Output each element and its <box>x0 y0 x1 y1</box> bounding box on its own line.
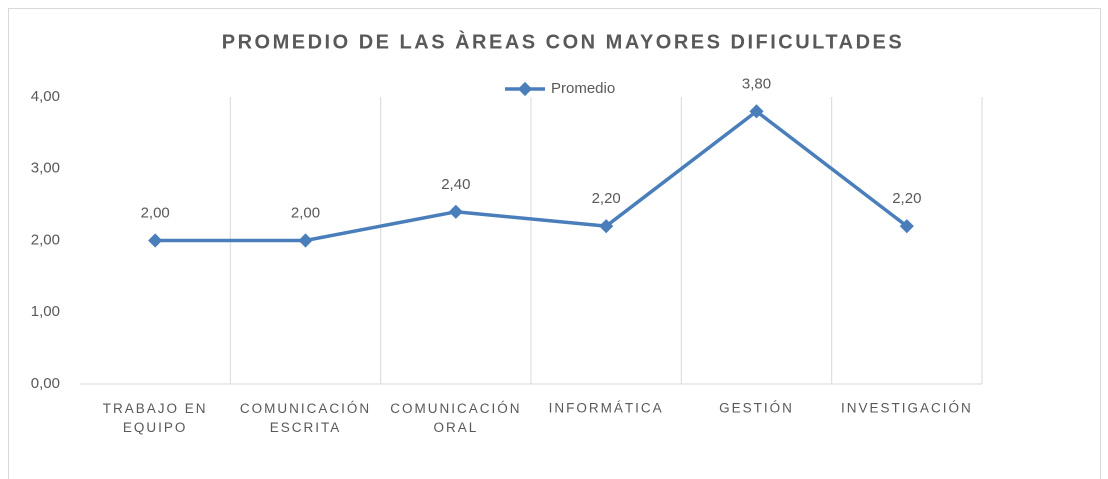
y-tick-label: 2,00 <box>31 231 60 248</box>
data-label: 2,40 <box>441 176 470 193</box>
data-label: 2,00 <box>291 204 320 221</box>
series-line <box>155 109 908 243</box>
legend-label: Promedio <box>551 80 615 97</box>
marker <box>749 104 764 119</box>
y-tick-label: 1,00 <box>31 303 60 320</box>
data-label: 3,80 <box>742 75 771 92</box>
y-tick-label: 3,00 <box>31 160 60 177</box>
marker <box>298 233 313 248</box>
x-tick-label: INVESTIGACIÓN <box>841 401 973 416</box>
chart-border <box>8 8 1101 479</box>
y-tick-label: 4,00 <box>31 88 60 105</box>
data-label: 2,20 <box>592 190 621 207</box>
chart-title: PROMEDIO DE LAS ÀREAS CON MAYORES DIFICU… <box>222 30 904 53</box>
x-tick-label: COMUNICACIÓN ORAL <box>390 401 521 435</box>
x-tick-label: COMUNICACIÓN ESCRITA <box>240 401 371 435</box>
x-tick-label: INFORMÁTICA <box>549 401 664 416</box>
x-tick-label: TRABAJO EN EQUIPO <box>103 401 208 435</box>
data-label: 2,20 <box>892 190 921 207</box>
marker <box>448 204 463 219</box>
data-label: 2,00 <box>141 204 170 221</box>
marker <box>899 219 914 234</box>
marker <box>148 233 163 248</box>
x-tick-label: GESTIÓN <box>719 401 794 416</box>
y-tick-label: 0,00 <box>31 375 60 392</box>
legend-marker <box>517 81 533 97</box>
marker <box>599 219 614 234</box>
